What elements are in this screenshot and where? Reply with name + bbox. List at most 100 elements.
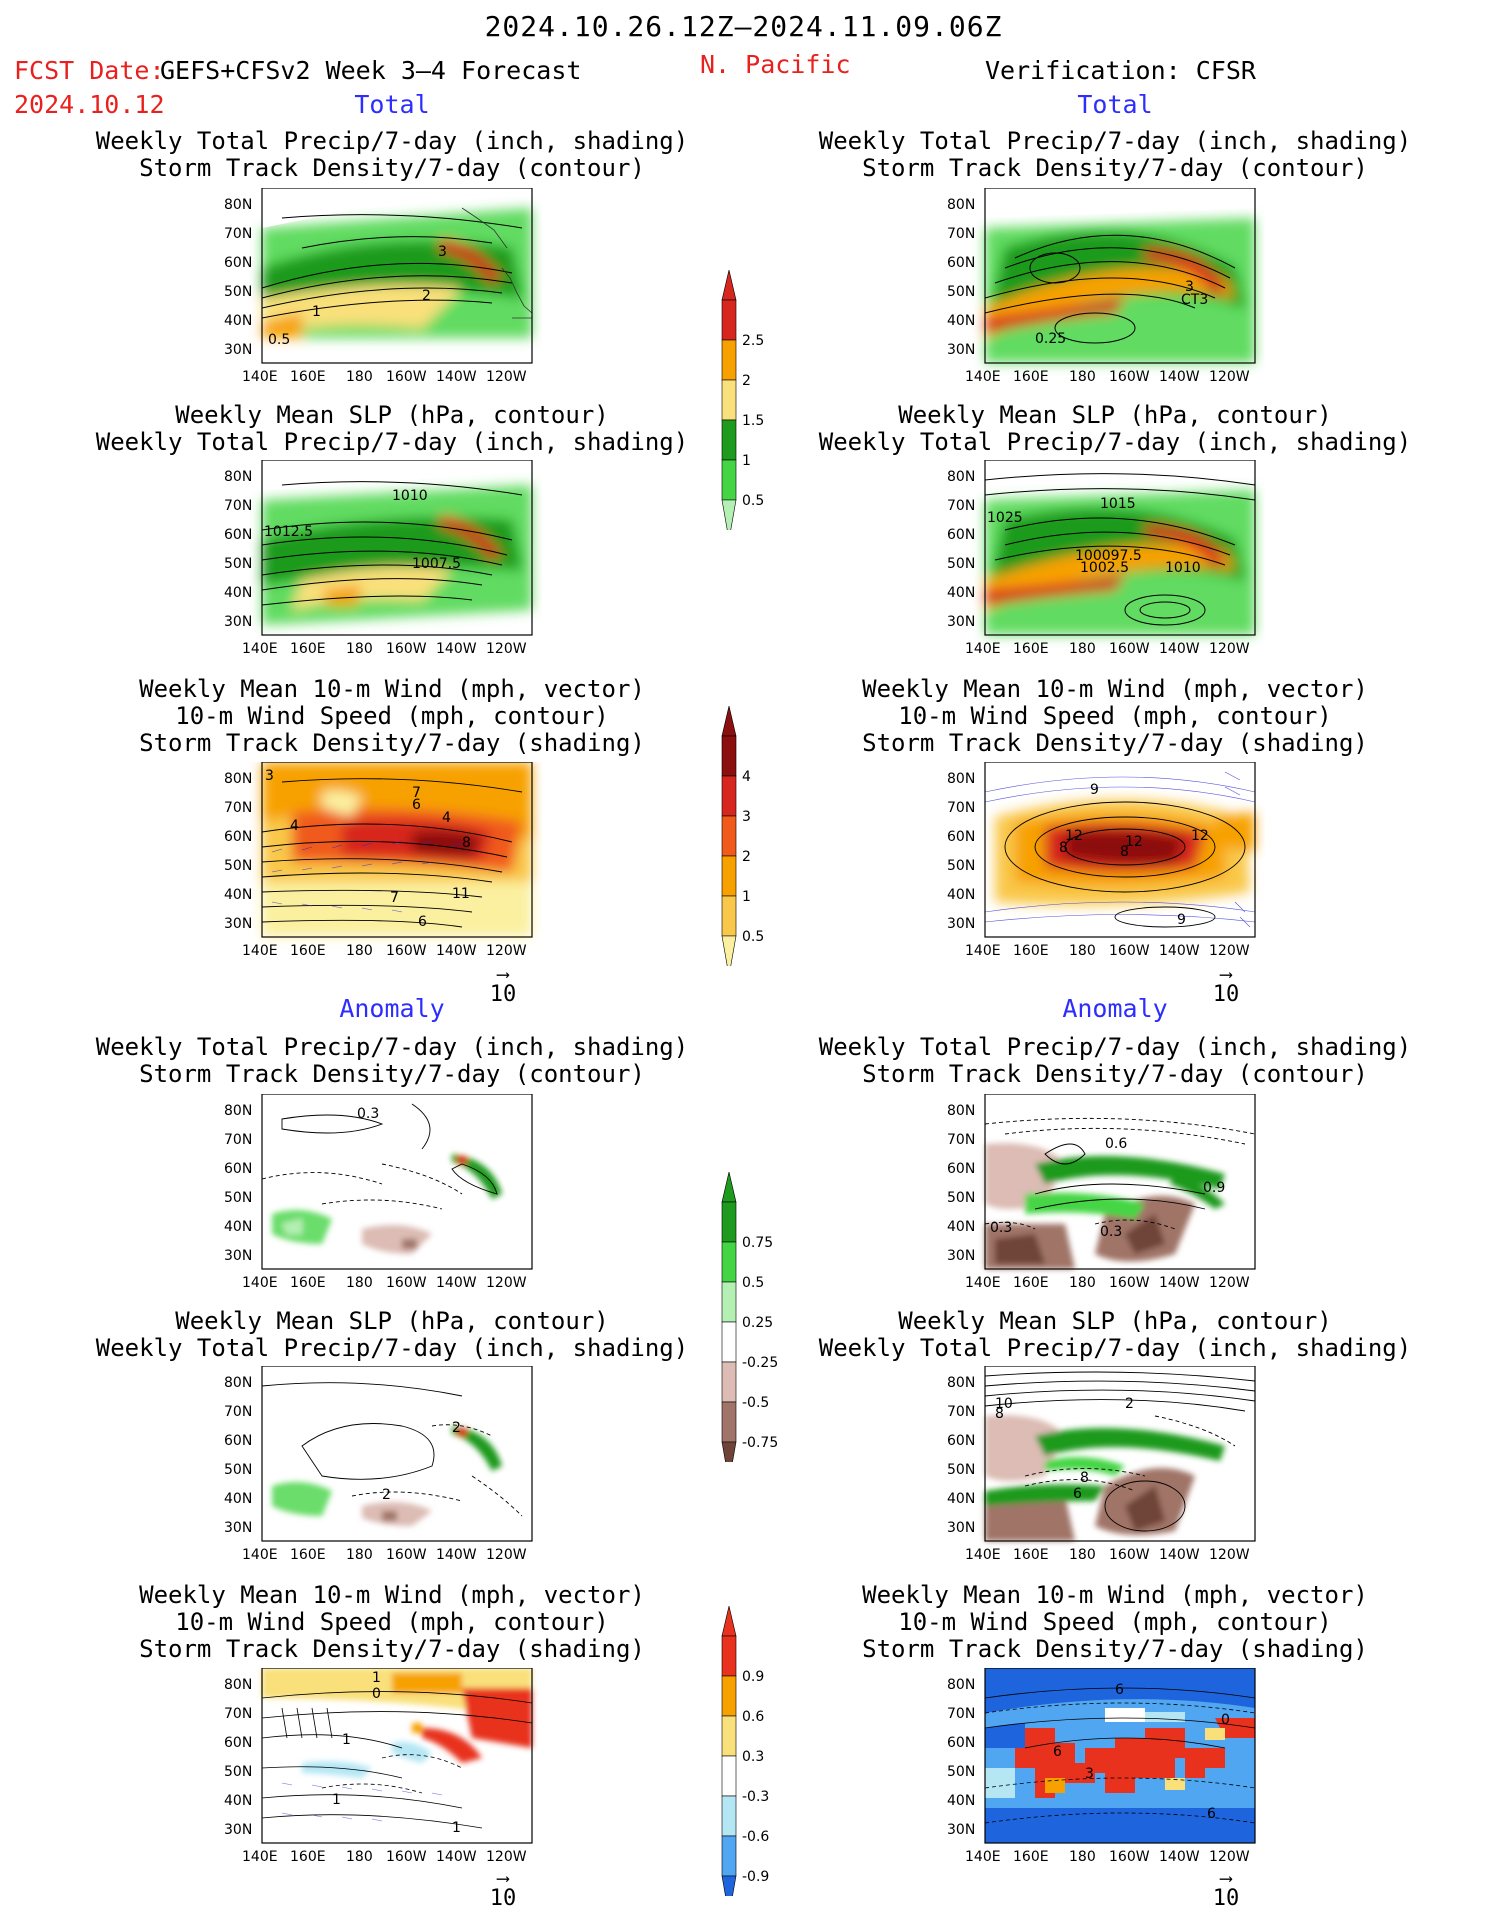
longitude-ticks: 140E 160E 180 160W 140W 120W (242, 1849, 527, 1865)
svg-text:40N: 40N (947, 887, 975, 903)
colorbar-segment (721, 1755, 737, 1797)
svg-text:30N: 30N (947, 1520, 975, 1536)
colorbar-segment (721, 1401, 737, 1443)
longitude-ticks: 140E 160E 180 160W 140W 120W (965, 369, 1250, 385)
colorbar-label: 0.3 (742, 1749, 764, 1765)
svg-text:180: 180 (1069, 1547, 1096, 1563)
colorbar-label: -0.75 (742, 1435, 778, 1451)
contour-label: 6 (1073, 1486, 1082, 1502)
svg-text:30N: 30N (947, 1822, 975, 1838)
map-frame (261, 460, 533, 636)
colorbar-segment (721, 855, 737, 897)
svg-text:140E: 140E (965, 1547, 1001, 1563)
colorbar-label: 0.5 (742, 929, 764, 945)
contour-label: 1015 (1100, 496, 1136, 512)
svg-text:140E: 140E (242, 1547, 278, 1563)
svg-text:160E: 160E (1013, 943, 1049, 959)
svg-text:60N: 60N (947, 255, 975, 271)
map-verification-anomaly-wind-storm: 6 6 3 0 6 80N 70N 60N 50N 40N 30N 140E 160E 180… (945, 1668, 1265, 1868)
contour-label: 1 (342, 1732, 351, 1748)
svg-text:40N: 40N (947, 313, 975, 329)
svg-text:60N: 60N (224, 1161, 252, 1177)
contour-label: 1 (452, 1820, 461, 1836)
svg-text:120W: 120W (1209, 1849, 1250, 1865)
svg-text:140W: 140W (1159, 943, 1200, 959)
colorbar-top-arrow (721, 705, 737, 737)
svg-text:160W: 160W (1109, 369, 1150, 385)
svg-text:40N: 40N (224, 1491, 252, 1507)
colorbar-segment (721, 1361, 737, 1403)
svg-text:120W: 120W (486, 1547, 527, 1563)
panel-title: Weekly Mean 10-m Wind (mph, vector) 10-m … (862, 675, 1368, 757)
contour-label: 9 (1177, 912, 1186, 928)
svg-text:180: 180 (346, 1275, 373, 1291)
svg-text:80N: 80N (947, 771, 975, 787)
svg-text:160E: 160E (290, 641, 326, 657)
colorbar-segment (721, 379, 737, 421)
colorbar-segment (721, 1795, 737, 1837)
contour-label: 8 (995, 1406, 1004, 1422)
right-arrow-icon: ⟶ (497, 964, 509, 985)
svg-text:140W: 140W (1159, 641, 1200, 657)
contour-label: 0.6 (1105, 1136, 1127, 1152)
colorbar-segment (721, 1241, 737, 1283)
latitude-ticks: 80N 70N 60N 50N 40N 30N (947, 1375, 975, 1536)
colorbar-segment (721, 815, 737, 857)
contour-label: 0.25 (1035, 331, 1066, 347)
right-arrow-icon: ⟶ (1220, 1868, 1232, 1889)
contour-label: 12 (1125, 834, 1143, 850)
fcst-date-label: FCST Date: (14, 56, 165, 85)
contour-label: 9 (1090, 782, 1099, 798)
svg-text:160E: 160E (1013, 641, 1049, 657)
svg-text:40N: 40N (947, 585, 975, 601)
svg-text:60N: 60N (224, 1735, 252, 1751)
forecast-period: 2024.10.26.12Z–2024.11.09.06Z (484, 10, 1003, 43)
panel-title: Weekly Mean SLP (hPa, contour) Weekly Tot… (818, 401, 1412, 456)
map-frame (984, 188, 1256, 364)
svg-text:60N: 60N (224, 527, 252, 543)
svg-text:180: 180 (1069, 1849, 1096, 1865)
svg-text:30N: 30N (224, 342, 252, 358)
svg-text:80N: 80N (947, 469, 975, 485)
svg-text:50N: 50N (947, 858, 975, 874)
svg-text:70N: 70N (947, 226, 975, 242)
contour-label: 8 (1080, 1470, 1089, 1486)
vector-reference: ⟶ 10 (483, 1870, 523, 1912)
panel-title: Weekly Total Precip/7-day (inch, shading… (95, 127, 689, 182)
svg-text:160W: 160W (1109, 1275, 1150, 1291)
svg-text:50N: 50N (224, 1190, 252, 1206)
colorbar-label: 1 (742, 453, 751, 469)
longitude-ticks: 140E 160E 180 160W 140W 120W (242, 943, 527, 959)
longitude-ticks: 140E 160E 180 160W 140W 120W (242, 1547, 527, 1563)
vector-reference: ⟶ 10 (1206, 966, 1246, 1008)
svg-text:70N: 70N (224, 1132, 252, 1148)
contour-label: 1007.5 (412, 556, 461, 572)
svg-text:70N: 70N (947, 800, 975, 816)
svg-text:30N: 30N (224, 1822, 252, 1838)
svg-text:160E: 160E (1013, 1547, 1049, 1563)
svg-text:70N: 70N (224, 800, 252, 816)
contour-label: 2 (382, 1487, 391, 1503)
colorbar-label: 1 (742, 889, 751, 905)
colorbar-label: 0.6 (742, 1709, 764, 1725)
svg-text:70N: 70N (947, 1404, 975, 1420)
svg-text:40N: 40N (947, 1793, 975, 1809)
colorbar-label: -0.3 (742, 1789, 769, 1805)
longitude-ticks: 140E 160E 180 160W 140W 120W (242, 369, 527, 385)
colorbar-segment (721, 1635, 737, 1677)
map-verification-total-precip-storm: 0.25 3 CT3 80N 70N 60N 50N 40N 30N 140E 160E 18… (945, 188, 1265, 388)
svg-text:140W: 140W (436, 641, 477, 657)
svg-text:140E: 140E (965, 1275, 1001, 1291)
svg-text:140E: 140E (242, 641, 278, 657)
svg-text:140W: 140W (436, 1849, 477, 1865)
contour-label: 3 (438, 244, 447, 260)
svg-text:120W: 120W (486, 1275, 527, 1291)
latitude-ticks: 80N 70N 60N 50N 40N 30N (224, 1103, 252, 1264)
svg-text:140E: 140E (965, 369, 1001, 385)
svg-text:160E: 160E (1013, 1275, 1049, 1291)
svg-text:120W: 120W (486, 1849, 527, 1865)
svg-text:160W: 160W (1109, 641, 1150, 657)
svg-text:50N: 50N (947, 556, 975, 572)
svg-text:60N: 60N (224, 255, 252, 271)
contour-label: 6 (412, 797, 421, 813)
